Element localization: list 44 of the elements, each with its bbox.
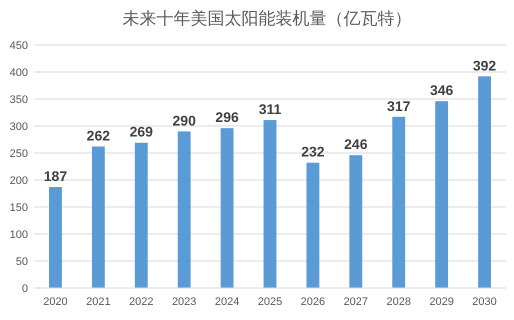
data-label: 311: [258, 101, 282, 118]
x-tick-label: 2021: [86, 296, 111, 308]
bar: [478, 76, 491, 288]
x-tick-label: 2023: [172, 296, 196, 308]
x-tick-label: 2026: [300, 296, 326, 308]
bar: [92, 146, 105, 288]
x-tick-label: 2025: [258, 296, 282, 308]
y-tick-label: 0: [22, 283, 28, 295]
y-tick-label: 300: [10, 121, 28, 133]
x-tick-label: 2028: [386, 296, 411, 308]
data-label: 346: [430, 82, 454, 98]
data-label: 262: [86, 128, 110, 144]
bar: [392, 116, 406, 288]
bar: [220, 128, 234, 288]
data-label: 232: [301, 144, 325, 160]
data-label: 269: [130, 124, 154, 140]
y-tick-label: 200: [10, 175, 28, 187]
x-tick-label: 2020: [43, 296, 68, 308]
y-tick-label: 450: [10, 40, 28, 52]
y-tick-label: 350: [10, 94, 28, 106]
y-tick-label: 100: [10, 229, 28, 241]
chart-title: 未来十年美国太阳能装机量（亿瓦特）: [122, 9, 412, 28]
x-tick-label: 2024: [214, 296, 240, 308]
y-tick-label: 150: [10, 202, 28, 214]
bar: [306, 162, 320, 288]
data-label: 290: [172, 112, 196, 128]
bar: [264, 120, 276, 288]
x-tick-label: 2022: [129, 296, 154, 308]
bar: [178, 131, 191, 288]
data-label: 392: [472, 57, 496, 74]
bar: [49, 187, 62, 288]
data-label: 317: [387, 98, 411, 114]
y-tick-label: 50: [16, 256, 28, 268]
bar: [134, 142, 148, 288]
y-tick-label: 400: [10, 67, 28, 79]
x-tick-label: 2029: [429, 296, 454, 308]
bar: [435, 101, 448, 288]
data-label: 187: [44, 168, 68, 184]
bar: [349, 155, 362, 288]
x-tick-label: 2030: [472, 296, 497, 308]
y-tick-label: 250: [10, 148, 28, 160]
x-tick-label: 2027: [344, 296, 368, 308]
data-label: 246: [344, 136, 368, 152]
data-label: 296: [215, 109, 239, 126]
